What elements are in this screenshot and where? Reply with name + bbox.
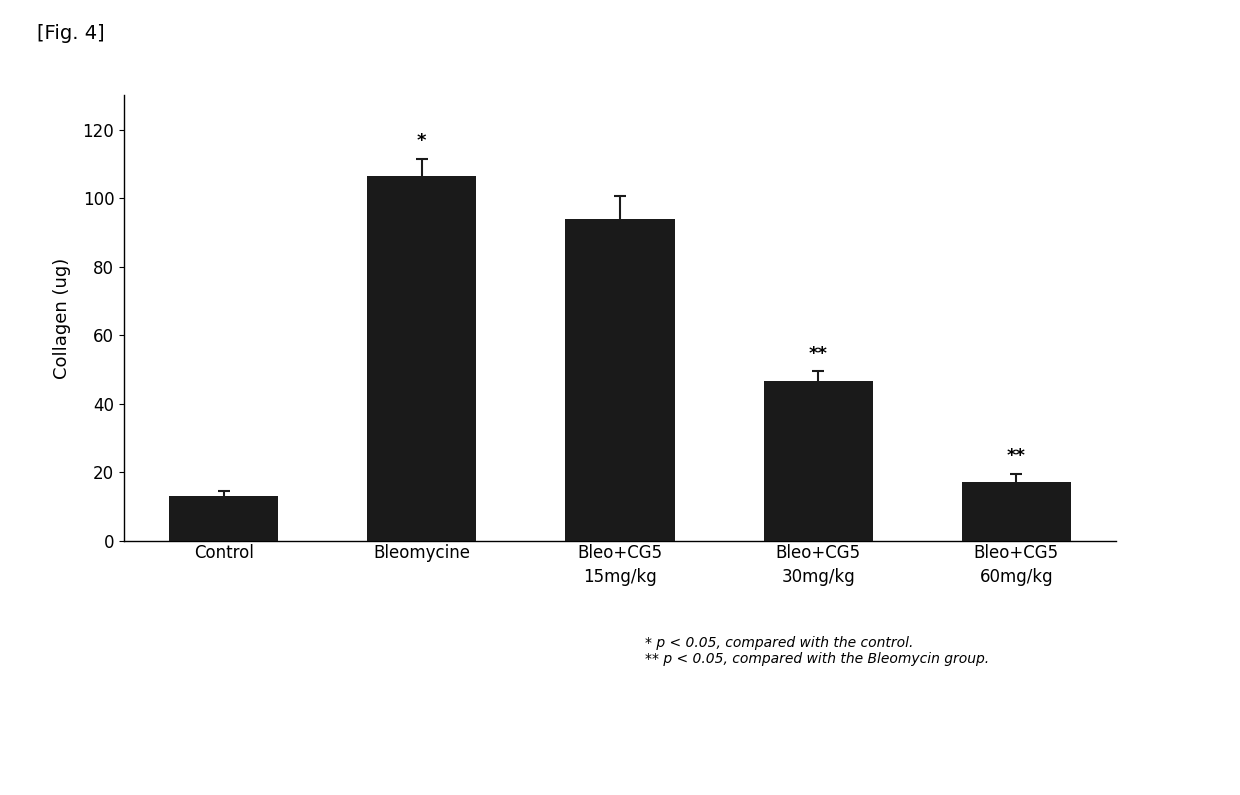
Text: Bleo+CG5: Bleo+CG5 [776, 544, 861, 562]
Bar [367, 176, 476, 541]
Text: *: * [417, 132, 427, 150]
Text: * p < 0.05, compared with the control.
** p < 0.05, compared with the Bleomycin : * p < 0.05, compared with the control. *… [645, 636, 990, 666]
Text: Bleo+CG5: Bleo+CG5 [578, 544, 662, 562]
Text: **: ** [1007, 448, 1025, 465]
Text: 30mg/kg: 30mg/kg [781, 568, 856, 586]
Text: 60mg/kg: 60mg/kg [980, 568, 1053, 586]
Text: Bleo+CG5: Bleo+CG5 [973, 544, 1059, 562]
Y-axis label: Collagen (ug): Collagen (ug) [53, 258, 72, 378]
Text: **: ** [808, 344, 828, 363]
Bar [565, 219, 675, 541]
Bar [764, 382, 873, 541]
Text: 15mg/kg: 15mg/kg [583, 568, 657, 586]
Bar [962, 483, 1071, 541]
Text: Control: Control [193, 544, 253, 562]
Text: Bleomycine: Bleomycine [373, 544, 470, 562]
Bar [169, 496, 278, 541]
Text: [Fig. 4]: [Fig. 4] [37, 24, 105, 43]
